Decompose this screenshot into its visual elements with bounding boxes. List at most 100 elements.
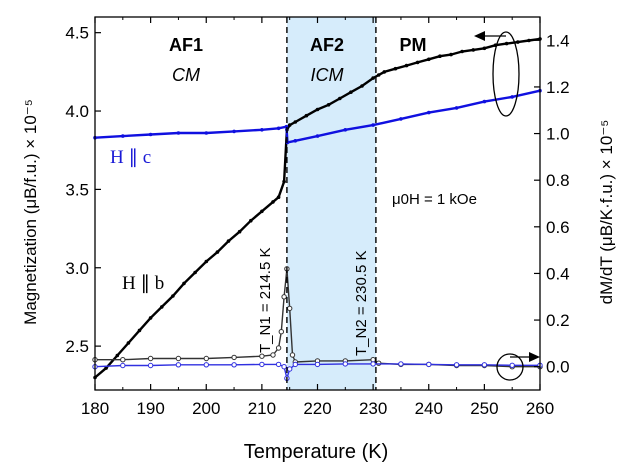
series-2-point — [281, 294, 287, 300]
series-0-point — [276, 195, 281, 199]
series-1-point — [343, 128, 348, 132]
series-3-point — [314, 361, 321, 368]
phase-pm-label: PM — [400, 35, 427, 55]
series-0-point — [460, 49, 464, 54]
tn2-label: T_N2 = 230.5 K — [353, 251, 370, 356]
series-0-point — [271, 200, 275, 204]
series-0-point — [382, 70, 387, 74]
series-0-point — [504, 41, 509, 46]
series-0-point — [471, 48, 476, 52]
field-label: μ0H = 1 kOe — [392, 191, 477, 208]
series-3-point — [203, 362, 210, 368]
x-tick-label: 190 — [136, 399, 164, 418]
y-left-tick-label: 3.5 — [65, 180, 89, 199]
series-0-point — [104, 366, 108, 370]
series-3-point — [370, 361, 376, 367]
right-axis-indicator — [496, 352, 540, 381]
series-3-point — [342, 361, 348, 367]
af2-shaded-region — [286, 17, 376, 390]
series-0-point — [326, 103, 331, 107]
series-0-point — [338, 96, 342, 101]
series-0-point — [260, 209, 264, 214]
series-2-point — [278, 329, 284, 335]
series-1-point — [482, 99, 487, 104]
series-0-point — [438, 54, 442, 58]
series-0-point — [282, 179, 286, 184]
series-1-point — [232, 129, 236, 134]
series-3-point — [509, 362, 515, 368]
series-0-point — [287, 123, 292, 127]
y-left-tick-label: 3.0 — [65, 259, 89, 278]
series-0-point — [204, 259, 209, 264]
y-left-tick-label: 2.5 — [65, 337, 89, 356]
series-2-point — [287, 305, 293, 312]
series-0-point — [148, 316, 153, 320]
series-0-point — [304, 113, 309, 118]
phase-af2-label: AF2 — [310, 35, 344, 55]
series-2-point — [270, 352, 276, 358]
series-0-point — [182, 281, 186, 286]
series-0-point — [193, 270, 197, 275]
series-0-point — [393, 66, 398, 71]
series-2-point — [289, 352, 296, 358]
series-1-point — [260, 128, 264, 132]
series-0-point — [160, 305, 164, 309]
y-left-tick-label: 4.0 — [65, 102, 89, 121]
y-right-tick-label: 0.2 — [546, 311, 570, 330]
series-0-point — [376, 73, 381, 77]
series-0-point — [371, 76, 375, 80]
y-left-axis-title: Magnetization (μB/f.u.) × 10⁻⁵ — [21, 99, 40, 325]
series-1-point — [204, 131, 209, 135]
series-1-point — [293, 139, 298, 143]
x-tick-label: 250 — [470, 399, 498, 418]
series-line-1 — [94, 89, 541, 144]
series-3-point — [281, 364, 287, 370]
y-right-tick-label: 0.6 — [546, 218, 570, 237]
x-tick-label: 240 — [415, 399, 443, 418]
series-2-point — [147, 355, 154, 362]
series-0-point — [126, 341, 131, 345]
series-3-point — [287, 366, 293, 372]
series-0-point — [449, 52, 453, 57]
series-3-point — [175, 362, 182, 368]
series-1-point — [315, 134, 320, 138]
series-0-point — [404, 63, 409, 68]
series-1-point — [176, 131, 181, 135]
series-2-point — [120, 357, 126, 363]
series-0-point — [415, 60, 420, 65]
tn1-label: T_N1 = 214.5 K — [257, 248, 274, 353]
left-axis-indicator — [474, 31, 520, 117]
y-right-tick-label: 0.8 — [546, 171, 570, 190]
phase-af1-label: AF1 — [169, 35, 203, 55]
series-0-point — [115, 353, 120, 358]
x-tick-label: 210 — [248, 399, 276, 418]
series-0-point — [315, 107, 320, 112]
y-right-tick-label: 0.4 — [546, 264, 570, 283]
series-0-point — [516, 40, 520, 44]
phase-af2-sub: ICM — [311, 65, 344, 85]
series-0-point — [226, 239, 231, 243]
series-1-point — [276, 126, 281, 131]
series-3-point — [147, 362, 154, 369]
series-1-point — [454, 106, 459, 110]
y-right-tick-label: 1.4 — [546, 31, 570, 50]
phase-af1-sub: CM — [172, 65, 200, 85]
series-1-point — [121, 134, 125, 138]
y-right-tick-label: 1.0 — [546, 125, 570, 144]
x-axis-title: Temperature (K) — [244, 441, 389, 463]
series-0-point — [360, 84, 364, 88]
series-0-point — [215, 250, 220, 254]
y-left-tick-label: 4.5 — [65, 24, 89, 43]
series-0-point — [171, 294, 175, 298]
series-0-point — [527, 38, 531, 43]
y-right-tick-label: 1.2 — [546, 78, 570, 97]
series-3-point — [259, 361, 265, 368]
series-0-point — [427, 57, 431, 62]
x-tick-label: 200 — [192, 399, 220, 418]
series-2-point — [259, 353, 265, 359]
series-1-point — [399, 117, 403, 121]
series-0-point — [249, 218, 253, 223]
x-tick-label: 260 — [526, 399, 554, 418]
series-3-point — [398, 361, 404, 367]
